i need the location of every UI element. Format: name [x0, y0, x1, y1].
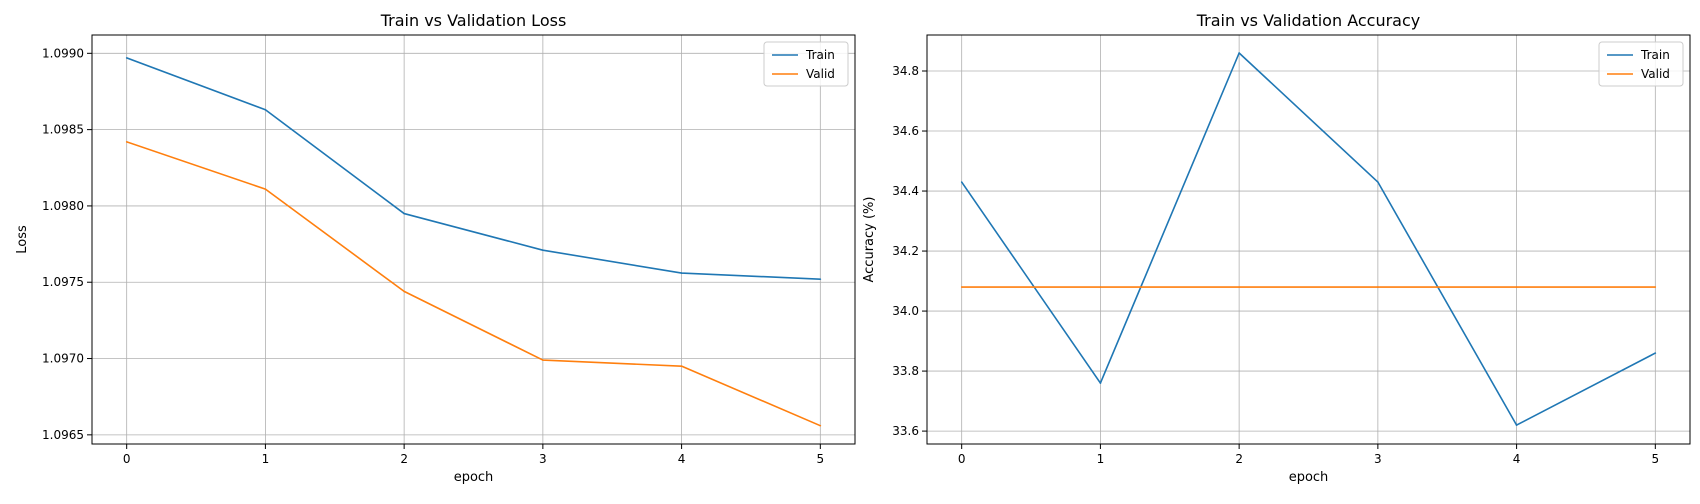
legend-label-valid: Valid — [1641, 67, 1670, 81]
x-tick-label: 2 — [1235, 452, 1243, 466]
data-point-valid — [819, 424, 822, 427]
x-tick-label: 1 — [1097, 452, 1105, 466]
y-tick-label: 1.0990 — [42, 46, 84, 60]
series-line-valid — [126, 141, 821, 427]
x-tick-label: 0 — [123, 452, 131, 466]
x-tick-label: 5 — [1651, 452, 1659, 466]
data-point-valid — [960, 286, 963, 288]
data-point-valid — [1099, 286, 1102, 288]
data-point-train — [1515, 424, 1518, 426]
legend-box — [1598, 41, 1684, 87]
y-axis-label: Accuracy (%) — [862, 197, 877, 283]
chart-title: Train vs Validation Accuracy — [1196, 11, 1421, 30]
x-tick-label: 3 — [539, 452, 547, 466]
data-point-valid — [403, 290, 405, 293]
chart-0: 0 1 2 3 4 5 1.0965 1.0970 1.0975 1.0980 1.0985 1.09… — [15, 11, 856, 485]
y-tick-label: 34.4 — [892, 184, 919, 198]
y-tick-label: 33.8 — [892, 364, 919, 378]
data-point-train — [1654, 352, 1657, 354]
axes-frame — [926, 34, 1691, 445]
data-point-valid — [1377, 286, 1379, 288]
x-tick-label: 0 — [958, 452, 966, 466]
legend: Train Valid — [1598, 41, 1684, 87]
data-point-train — [680, 272, 683, 274]
y-tick-label: 1.0985 — [42, 123, 84, 137]
y-tick-label: 1.0980 — [42, 199, 84, 213]
data-point-train — [1099, 382, 1102, 384]
y-axis-label: Loss — [15, 225, 30, 254]
data-point-valid — [125, 141, 128, 143]
x-tick-label: 5 — [816, 452, 824, 466]
data-point-valid — [1238, 286, 1240, 288]
legend-label-valid: Valid — [806, 67, 835, 81]
x-tick-label: 4 — [1513, 452, 1521, 466]
y-tick-label: 1.0965 — [42, 428, 84, 442]
data-point-train — [1238, 52, 1240, 54]
legend-box — [763, 41, 849, 87]
series-line-train — [961, 52, 1656, 426]
data-point-train — [960, 181, 963, 183]
y-tick-label: 34.6 — [892, 124, 919, 138]
data-point-train — [264, 108, 267, 111]
series-line-train — [126, 57, 821, 280]
data-point-valid — [1654, 286, 1657, 288]
data-point-valid — [264, 188, 267, 190]
data-point-valid — [680, 365, 683, 367]
data-point-train — [403, 212, 405, 215]
x-tick-label: 1 — [262, 452, 270, 466]
data-point-train — [819, 278, 822, 280]
data-point-train — [125, 57, 128, 59]
chart-1: 0 1 2 3 4 5 33.6 33.8 34.0 34.2 34.4 34.6 34.8 Train … — [862, 11, 1691, 485]
data-point-valid — [542, 359, 544, 361]
y-tick-label: 34.0 — [892, 304, 919, 318]
legend-label-train: Train — [805, 48, 835, 62]
x-tick-label: 3 — [1374, 452, 1382, 466]
y-tick-label: 34.2 — [892, 244, 919, 258]
legend-label-train: Train — [1640, 48, 1670, 62]
y-tick-label: 34.8 — [892, 64, 919, 78]
y-tick-label: 33.6 — [892, 424, 919, 438]
data-point-train — [1377, 181, 1379, 183]
axes-frame — [91, 34, 856, 445]
data-point-train — [542, 249, 544, 251]
data-point-valid — [1515, 286, 1518, 288]
x-tick-label: 4 — [678, 452, 686, 466]
y-tick-label: 1.0975 — [42, 275, 84, 289]
x-axis-label: epoch — [1289, 470, 1329, 485]
x-tick-label: 2 — [400, 452, 408, 466]
chart-title: Train vs Validation Loss — [380, 11, 567, 30]
legend: Train Valid — [763, 41, 849, 87]
x-axis-label: epoch — [454, 470, 494, 485]
y-tick-label: 1.0970 — [42, 352, 84, 366]
